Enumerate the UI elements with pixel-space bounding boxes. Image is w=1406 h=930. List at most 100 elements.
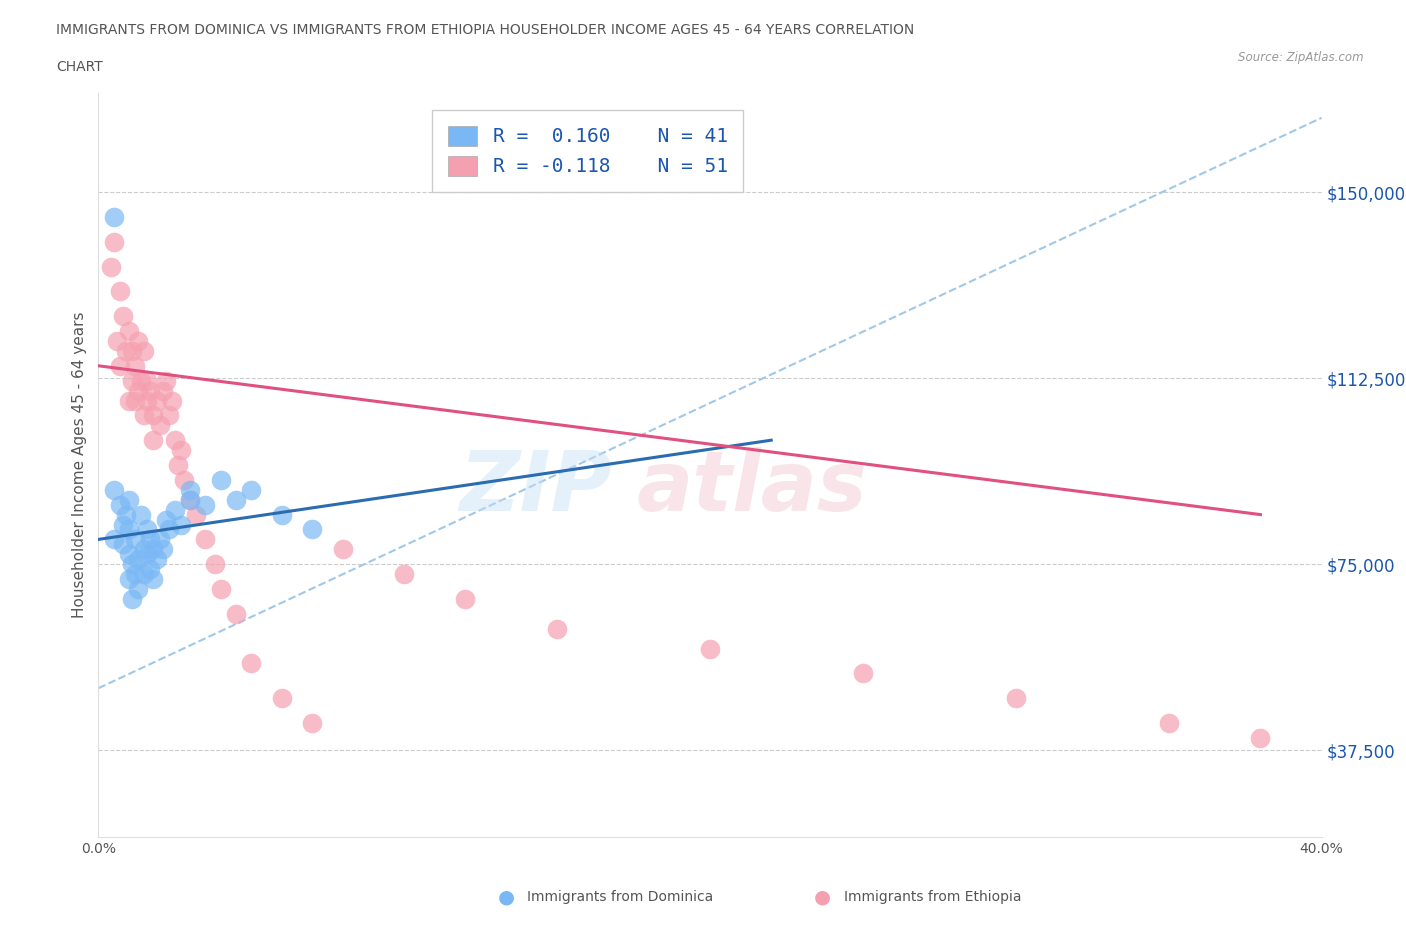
Point: [225, 606, 247, 621]
Point: [1249, 730, 1271, 745]
Point: [127, 551, 149, 566]
Point: [103, 234, 125, 249]
Point: [118, 393, 141, 408]
Point: [142, 408, 165, 423]
Point: [142, 542, 165, 557]
Point: [118, 547, 141, 562]
Point: [134, 343, 156, 358]
Point: [699, 641, 721, 656]
Point: [139, 383, 162, 398]
Text: CHART: CHART: [56, 60, 103, 74]
Point: [121, 591, 143, 606]
Point: [546, 621, 568, 636]
Point: [111, 537, 134, 551]
Point: [209, 472, 232, 487]
Point: [129, 507, 152, 522]
Point: [127, 383, 149, 398]
Y-axis label: Householder Income Ages 45 - 64 years: Householder Income Ages 45 - 64 years: [72, 312, 87, 618]
Point: [108, 284, 131, 299]
Point: [139, 562, 162, 577]
Point: [301, 715, 323, 730]
Point: [270, 691, 292, 706]
Point: [111, 309, 134, 324]
Text: atlas: atlas: [637, 446, 868, 528]
Point: [149, 532, 172, 547]
Point: [145, 551, 167, 566]
Text: ●: ●: [814, 888, 831, 907]
Point: [127, 334, 149, 349]
Point: [111, 517, 134, 532]
Point: [105, 334, 128, 349]
Point: [124, 566, 146, 581]
Text: Immigrants from Dominica: Immigrants from Dominica: [527, 890, 713, 905]
Point: [157, 522, 180, 537]
Point: [139, 532, 162, 547]
Point: [134, 542, 156, 557]
Point: [136, 522, 159, 537]
Point: [240, 483, 263, 498]
Point: [134, 566, 156, 581]
Point: [204, 557, 226, 572]
Point: [145, 393, 167, 408]
Point: [179, 492, 201, 507]
Legend: R =  0.160    N = 41, R = -0.118    N = 51: R = 0.160 N = 41, R = -0.118 N = 51: [432, 110, 744, 193]
Text: IMMIGRANTS FROM DOMINICA VS IMMIGRANTS FROM ETHIOPIA HOUSEHOLDER INCOME AGES 45 : IMMIGRANTS FROM DOMINICA VS IMMIGRANTS F…: [56, 23, 914, 37]
Point: [115, 343, 138, 358]
Point: [129, 373, 152, 388]
Point: [152, 383, 174, 398]
Point: [121, 557, 143, 572]
Point: [100, 259, 122, 274]
Point: [121, 373, 143, 388]
Point: [225, 492, 247, 507]
Text: ZIP: ZIP: [460, 446, 612, 528]
Point: [124, 393, 146, 408]
Point: [142, 432, 165, 447]
Point: [194, 498, 217, 512]
Point: [240, 656, 263, 671]
Point: [149, 418, 172, 432]
Text: Immigrants from Ethiopia: Immigrants from Ethiopia: [844, 890, 1021, 905]
Point: [173, 472, 195, 487]
Point: [155, 373, 177, 388]
Point: [1157, 715, 1180, 730]
Point: [163, 432, 186, 447]
Point: [142, 572, 165, 587]
Point: [115, 507, 138, 522]
Point: [332, 542, 354, 557]
Point: [136, 547, 159, 562]
Point: [157, 408, 180, 423]
Point: [124, 532, 146, 547]
Point: [103, 483, 125, 498]
Point: [392, 566, 416, 581]
Point: [301, 522, 323, 537]
Point: [118, 492, 141, 507]
Point: [108, 498, 131, 512]
Point: [134, 408, 156, 423]
Point: [170, 517, 193, 532]
Point: [852, 666, 875, 681]
Point: [194, 532, 217, 547]
Text: ●: ●: [498, 888, 515, 907]
Point: [121, 343, 143, 358]
Point: [179, 483, 201, 498]
Text: Source: ZipAtlas.com: Source: ZipAtlas.com: [1239, 51, 1364, 64]
Point: [103, 532, 125, 547]
Point: [124, 358, 146, 373]
Point: [118, 522, 141, 537]
Point: [270, 507, 292, 522]
Point: [179, 492, 201, 507]
Point: [454, 591, 477, 606]
Point: [1004, 691, 1026, 706]
Point: [167, 458, 190, 472]
Point: [136, 393, 159, 408]
Point: [186, 507, 208, 522]
Point: [103, 209, 125, 224]
Point: [209, 581, 232, 596]
Point: [170, 443, 193, 458]
Point: [152, 542, 174, 557]
Point: [155, 512, 177, 527]
Point: [163, 502, 186, 517]
Point: [160, 393, 183, 408]
Point: [127, 581, 149, 596]
Point: [136, 373, 159, 388]
